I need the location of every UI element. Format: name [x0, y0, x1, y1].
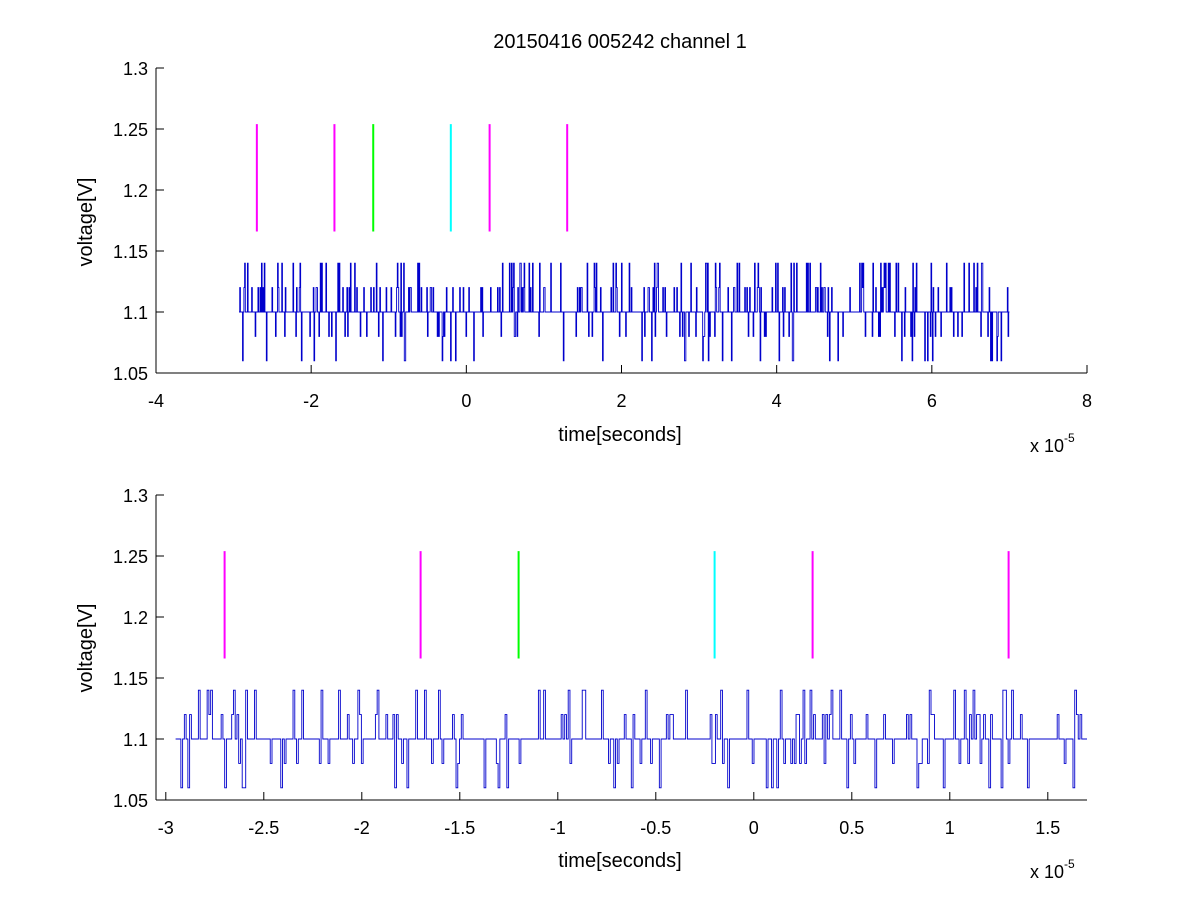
y-tick-label: 1.2 — [123, 181, 148, 201]
top-tick-labels: 1.05 1.1 1.15 1.2 1.25 1.3 -4 -2 0 2 4 6 8 — [113, 59, 1092, 411]
x-tick-label: -1.5 — [444, 818, 475, 838]
y-tick-label: 1.3 — [123, 59, 148, 79]
x-tick-label: 4 — [772, 391, 782, 411]
x-tick-label: -0.5 — [640, 818, 671, 838]
top-x-multiplier: x 10-5 — [1030, 431, 1075, 456]
y-tick-label: 1.2 — [123, 608, 148, 628]
x-tick-label: -4 — [148, 391, 164, 411]
y-tick-label: 1.25 — [113, 120, 148, 140]
bottom-tick-labels: 1.05 1.1 1.15 1.2 1.25 1.3 -3 -2.5 -2 -1.5 -1 -0.5 0… — [113, 486, 1060, 838]
x-tick-label: 6 — [927, 391, 937, 411]
bottom-x-multiplier: x 10-5 — [1030, 857, 1075, 882]
top-subplot: 20150416 005242 channel 1 1.05 1.1 1.15 1.2… — [75, 31, 1092, 456]
top-signal-trace — [239, 262, 1010, 362]
voltage-series-line — [175, 689, 1087, 789]
x-tick-label: -2 — [303, 391, 319, 411]
top-x-multiplier-exponent: -5 — [1064, 431, 1075, 445]
x-tick-label: 2 — [616, 391, 626, 411]
y-tick-label: 1.3 — [123, 486, 148, 506]
y-tick-label: 1.05 — [113, 791, 148, 811]
x-tick-label: 1.5 — [1035, 818, 1060, 838]
bottom-subplot: 1.05 1.1 1.15 1.2 1.25 1.3 -3 -2.5 -2 -1.5 -1 -0.5 0… — [75, 486, 1087, 882]
x-tick-label: -3 — [158, 818, 174, 838]
y-tick-label: 1.1 — [123, 730, 148, 750]
x-tick-label: -1 — [550, 818, 566, 838]
voltage-series-line — [239, 262, 1010, 362]
y-tick-label: 1.15 — [113, 242, 148, 262]
top-y-axis-label: voltage[V] — [75, 178, 97, 267]
bottom-axes — [155, 494, 1087, 801]
x-tick-label: 0.5 — [839, 818, 864, 838]
x-tick-label: 0 — [461, 391, 471, 411]
bottom-y-axis-label: voltage[V] — [75, 604, 97, 693]
bottom-signal-trace — [175, 689, 1087, 789]
bottom-x-multiplier-exponent: -5 — [1064, 857, 1075, 871]
x-tick-label: -2.5 — [248, 818, 279, 838]
top-axes — [155, 67, 1088, 374]
top-event-markers — [255, 124, 569, 232]
x-tick-label: 0 — [749, 818, 759, 838]
y-tick-label: 1.05 — [113, 364, 148, 384]
x-tick-label: 8 — [1082, 391, 1092, 411]
top-x-axis-label: time[seconds] — [558, 424, 681, 446]
y-tick-label: 1.25 — [113, 547, 148, 567]
y-tick-label: 1.1 — [123, 303, 148, 323]
bottom-event-markers — [223, 551, 1010, 659]
y-tick-label: 1.15 — [113, 669, 148, 689]
bottom-x-multiplier-base: x 10 — [1030, 862, 1064, 882]
x-tick-label: 1 — [945, 818, 955, 838]
chart-title: 20150416 005242 channel 1 — [493, 31, 747, 53]
x-tick-label: -2 — [354, 818, 370, 838]
bottom-x-axis-label: time[seconds] — [558, 850, 681, 872]
top-x-multiplier-base: x 10 — [1030, 436, 1064, 456]
